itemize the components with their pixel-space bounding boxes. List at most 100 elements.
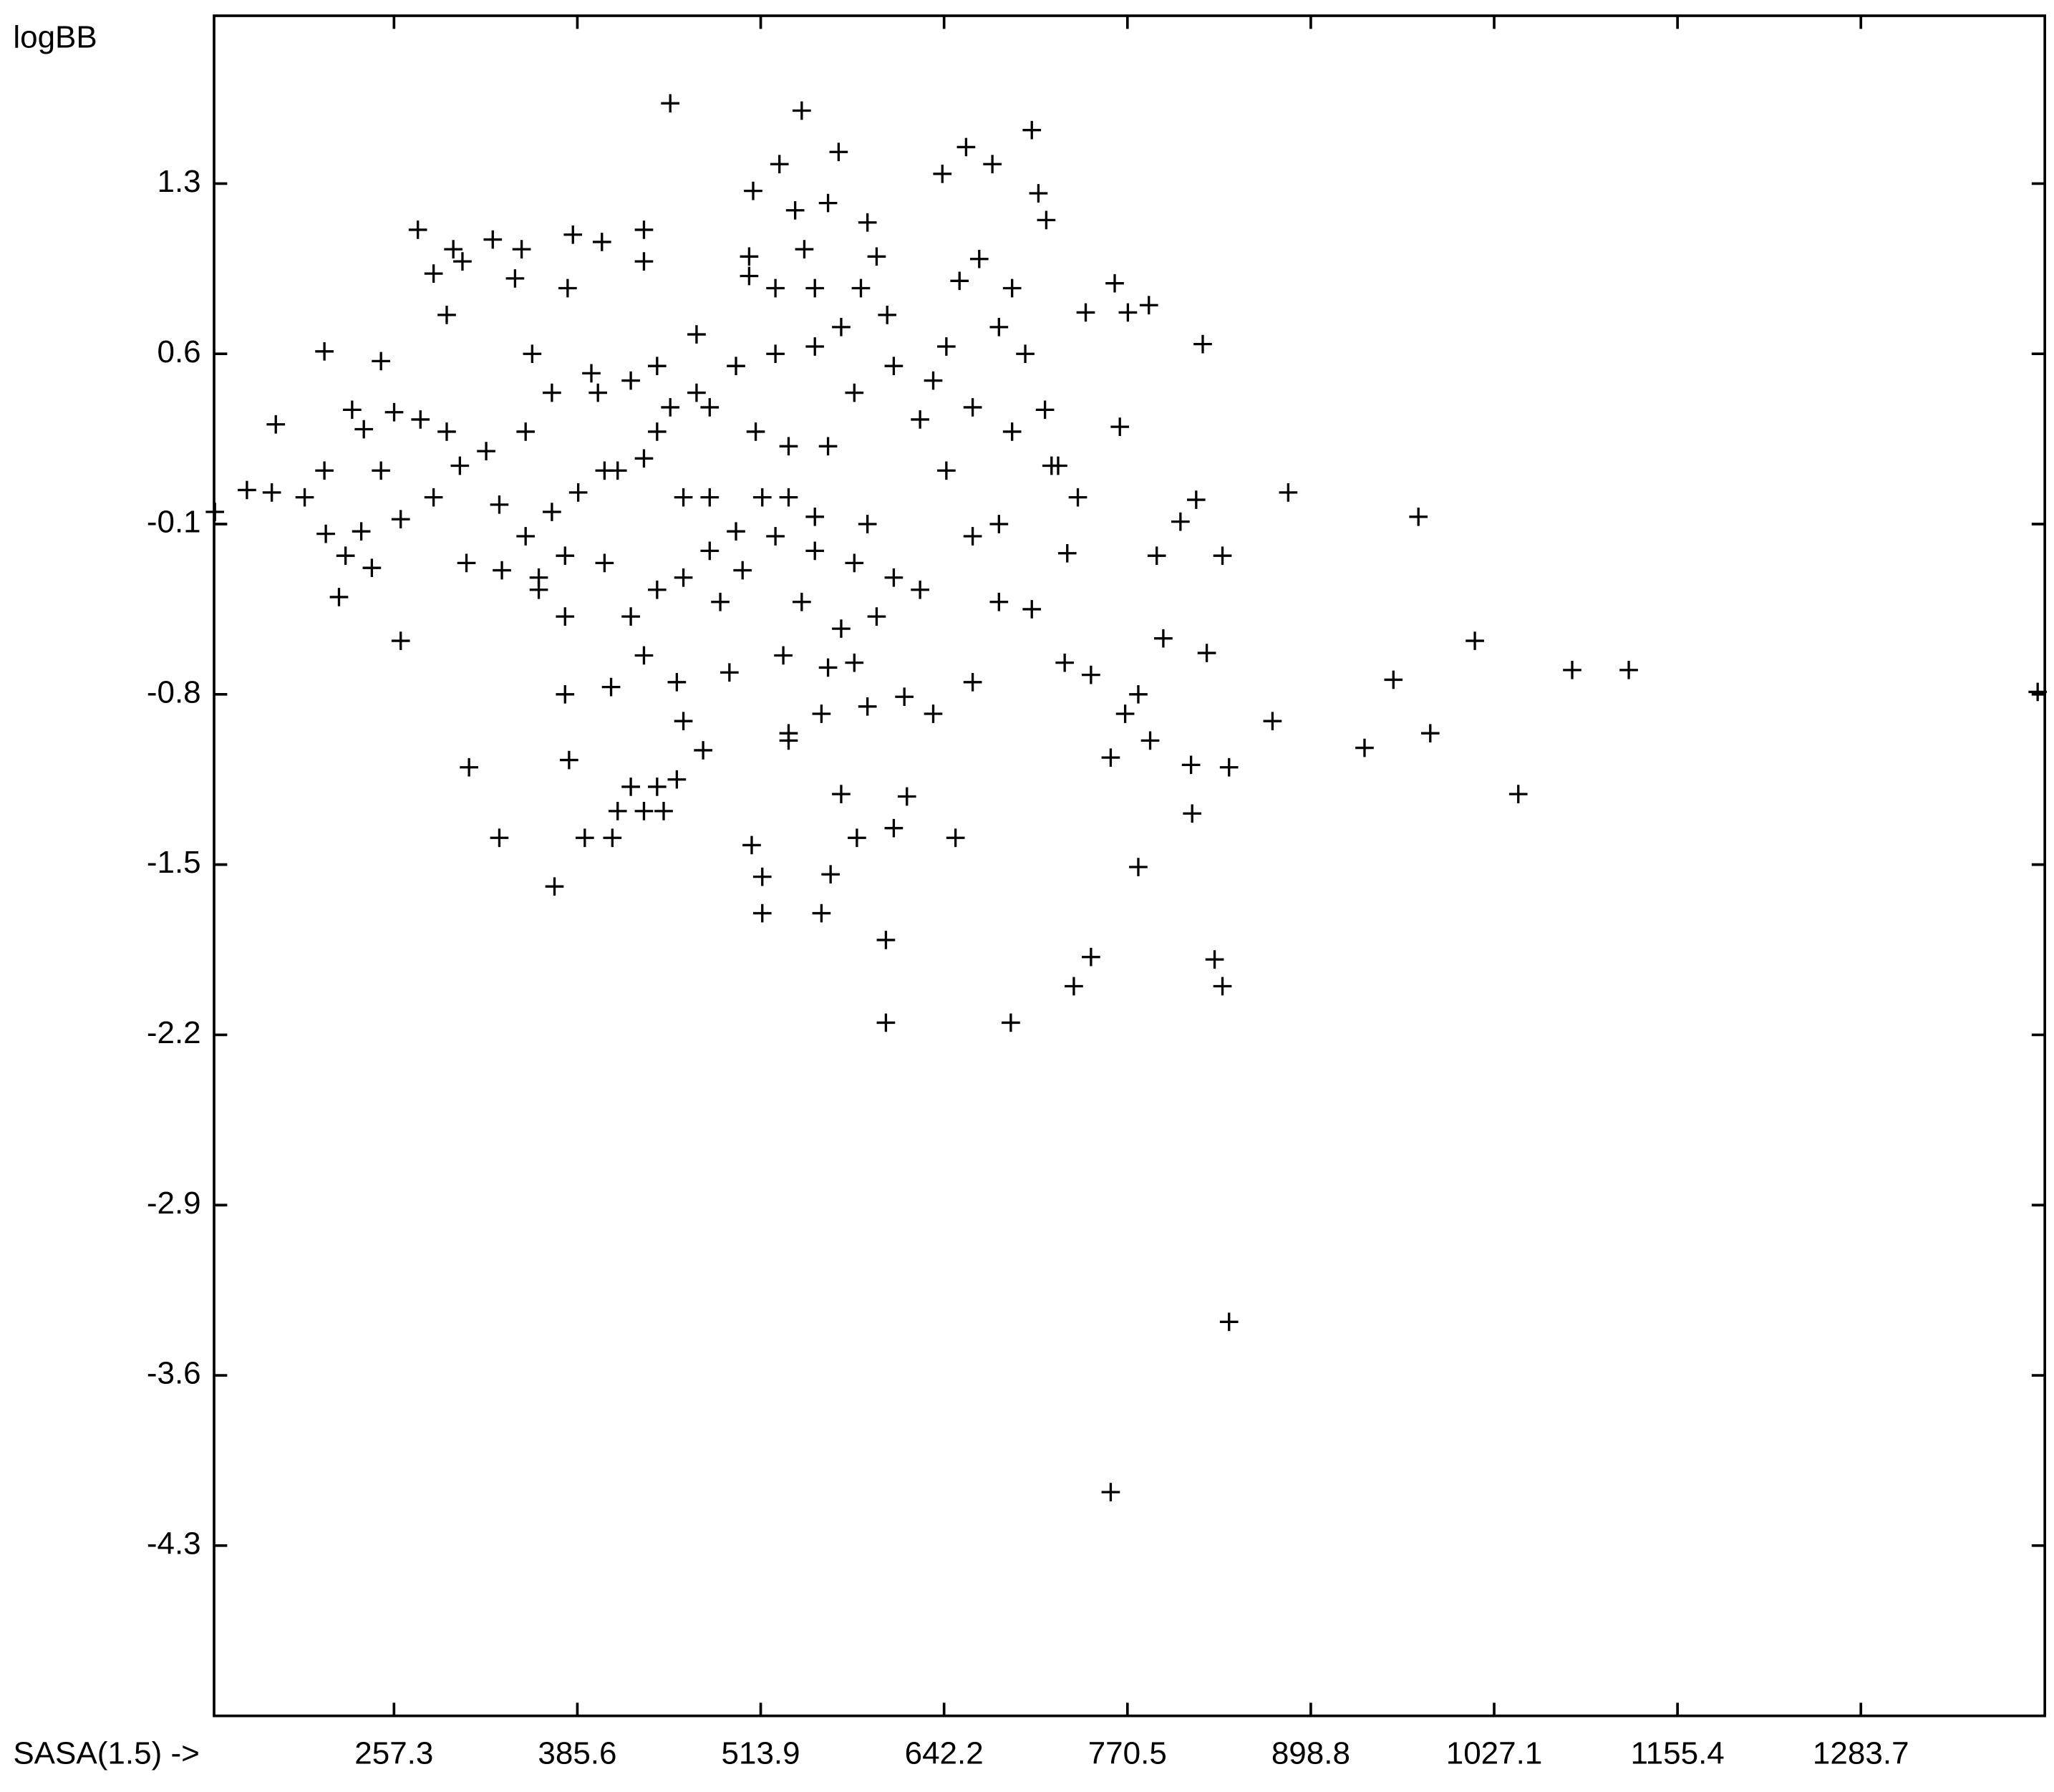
data-point <box>989 592 1009 611</box>
y-tick-label: -2.2 <box>147 1015 201 1050</box>
data-point <box>989 515 1009 533</box>
data-point <box>556 546 575 566</box>
x-tick-label: 1155.4 <box>1630 1735 1724 1771</box>
data-point <box>727 357 745 376</box>
data-point <box>634 221 654 239</box>
data-point <box>876 1013 896 1032</box>
data-point <box>556 607 575 626</box>
data-point <box>858 697 877 716</box>
data-point <box>516 527 536 546</box>
data-point <box>2028 682 2048 702</box>
data-point <box>924 371 943 390</box>
data-point <box>793 101 811 120</box>
data-point <box>450 456 470 475</box>
data-point <box>266 415 286 434</box>
data-point <box>667 673 687 692</box>
data-point <box>575 828 594 848</box>
data-point <box>352 522 371 541</box>
data-point <box>667 770 687 789</box>
data-point <box>946 828 965 848</box>
data-point <box>592 233 611 251</box>
data-point <box>601 677 621 697</box>
data-point <box>1183 804 1202 823</box>
data-point <box>1171 512 1190 531</box>
data-point <box>876 931 896 949</box>
data-point <box>793 592 811 611</box>
data-point <box>1082 665 1100 684</box>
data-point <box>1186 490 1206 509</box>
data-point <box>851 279 871 298</box>
data-point <box>1140 731 1160 750</box>
data-point <box>1213 977 1232 996</box>
data-point <box>1129 858 1148 876</box>
y-tick-label: -1.5 <box>147 845 201 880</box>
data-point <box>1037 210 1056 230</box>
data-point <box>924 704 943 723</box>
data-point <box>568 483 588 502</box>
data-point <box>558 279 577 298</box>
data-point <box>634 646 654 665</box>
data-point <box>516 422 536 441</box>
data-point <box>742 836 761 855</box>
data-point <box>1115 704 1135 723</box>
data-point <box>845 653 864 672</box>
data-point <box>372 352 391 371</box>
data-point <box>1420 724 1440 743</box>
data-point <box>752 867 772 886</box>
data-point <box>384 402 404 422</box>
data-point <box>453 252 472 271</box>
data-point <box>963 398 982 417</box>
data-point <box>1219 1312 1239 1332</box>
data-point <box>674 712 693 731</box>
data-point <box>1002 279 1022 298</box>
data-point <box>832 619 851 638</box>
data-point <box>1219 757 1239 777</box>
data-point <box>545 877 564 896</box>
x-tick-label: 770.5 <box>1088 1735 1167 1771</box>
data-point <box>694 741 712 760</box>
data-point <box>316 524 335 543</box>
data-point <box>647 778 667 796</box>
data-point <box>700 488 720 507</box>
data-point <box>821 865 841 884</box>
y-tick-label: -0.8 <box>147 674 201 709</box>
data-point <box>805 337 825 356</box>
data-point <box>1139 296 1158 315</box>
data-point <box>884 818 904 838</box>
data-point <box>1016 344 1035 364</box>
data-point <box>858 213 877 232</box>
data-point <box>1049 456 1067 475</box>
data-point <box>512 240 531 258</box>
data-point <box>343 400 362 420</box>
data-point <box>1029 184 1048 203</box>
data-point <box>424 488 443 507</box>
data-point <box>437 422 456 441</box>
y-tick-label: -3.6 <box>147 1356 201 1391</box>
data-point <box>779 724 798 743</box>
x-tick-label: 513.9 <box>721 1735 800 1771</box>
data-point <box>523 344 542 364</box>
data-point <box>1197 644 1216 662</box>
data-point <box>621 371 640 390</box>
data-point <box>411 410 430 429</box>
data-point <box>661 94 680 113</box>
data-point <box>1118 303 1138 322</box>
data-point <box>563 225 583 244</box>
data-point <box>848 828 866 848</box>
data-point <box>895 687 914 707</box>
data-point <box>845 553 864 573</box>
data-point <box>867 607 886 626</box>
data-point <box>818 193 838 213</box>
data-point <box>1076 303 1095 322</box>
data-point <box>933 164 952 183</box>
data-point <box>490 495 509 514</box>
data-point <box>238 480 256 500</box>
x-tick-label: 385.6 <box>538 1735 616 1771</box>
data-point <box>1101 1483 1120 1501</box>
data-point <box>560 750 578 770</box>
data-point <box>647 580 667 599</box>
y-tick-label: -4.3 <box>147 1526 201 1561</box>
data-point <box>674 488 693 507</box>
data-point <box>205 503 225 521</box>
data-point <box>832 785 851 803</box>
